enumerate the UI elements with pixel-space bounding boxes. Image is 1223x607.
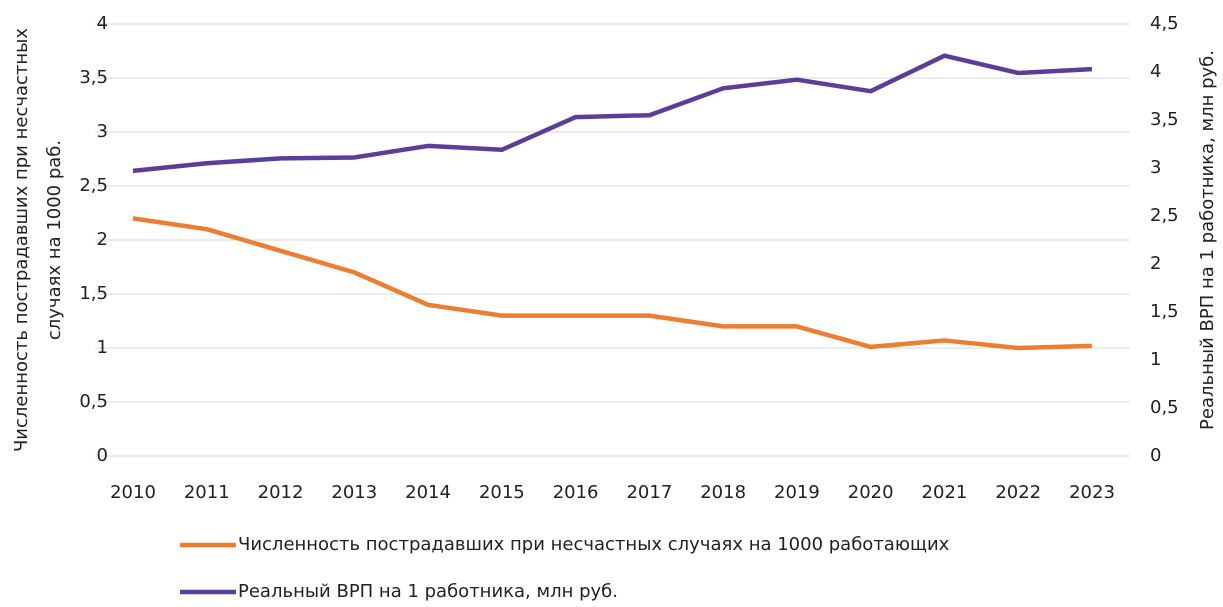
x-tick-label: 2019 bbox=[774, 482, 820, 503]
x-tick-label: 2022 bbox=[995, 482, 1041, 503]
x-tick-label: 2011 bbox=[184, 482, 230, 503]
x-tick-label: 2010 bbox=[110, 482, 156, 503]
x-tick-label: 2017 bbox=[626, 482, 672, 503]
data-line bbox=[132, 53, 1093, 174]
y-tick-label: 0,5 bbox=[79, 391, 108, 412]
y2-tick-label: 4 bbox=[1150, 61, 1161, 82]
data-line bbox=[132, 216, 1093, 351]
y-tick-label: 3,5 bbox=[79, 67, 108, 88]
y-tick-label: 2 bbox=[97, 229, 108, 250]
y2-axis-label: Реальный ВРП на 1 работника, млн руб. bbox=[1197, 50, 1218, 430]
x-tick-label: 2014 bbox=[405, 482, 451, 503]
y2-tick-label: 3 bbox=[1150, 157, 1161, 178]
x-tick-label: 2013 bbox=[331, 482, 377, 503]
y-tick-label: 0 bbox=[97, 445, 108, 466]
x-tick-label: 2020 bbox=[848, 482, 894, 503]
x-tick-label: 2021 bbox=[922, 482, 968, 503]
y2-tick-label: 1 bbox=[1150, 349, 1161, 370]
y2-tick-label: 2 bbox=[1150, 253, 1161, 274]
y-tick-label: 2,5 bbox=[79, 175, 108, 196]
x-tick-label: 2018 bbox=[700, 482, 746, 503]
y-tick-label: 1 bbox=[97, 337, 108, 358]
y-tick-label: 3 bbox=[97, 121, 108, 142]
y2-tick-label: 3,5 bbox=[1150, 109, 1179, 130]
y-axis-label: Численность пострадавших при несчастных bbox=[11, 28, 32, 452]
y2-tick-label: 0,5 bbox=[1150, 397, 1179, 418]
y-tick-label: 4 bbox=[97, 13, 108, 34]
y2-tick-label: 4,5 bbox=[1150, 13, 1179, 34]
x-tick-label: 2023 bbox=[1069, 482, 1115, 503]
x-tick-label: 2015 bbox=[479, 482, 525, 503]
x-tick-label: 2016 bbox=[553, 482, 599, 503]
legend-label: Численность пострадавших при несчастных … bbox=[238, 534, 950, 555]
y2-tick-label: 2,5 bbox=[1150, 205, 1179, 226]
y2-tick-label: 0 bbox=[1150, 445, 1161, 466]
y2-tick-label: 1,5 bbox=[1150, 301, 1179, 322]
y-tick-label: 1,5 bbox=[79, 283, 108, 304]
y-axis-label: случаях на 1000 раб. bbox=[44, 140, 65, 340]
x-tick-label: 2012 bbox=[258, 482, 304, 503]
legend-label: Реальный ВРП на 1 работника, млн руб. bbox=[238, 581, 618, 602]
